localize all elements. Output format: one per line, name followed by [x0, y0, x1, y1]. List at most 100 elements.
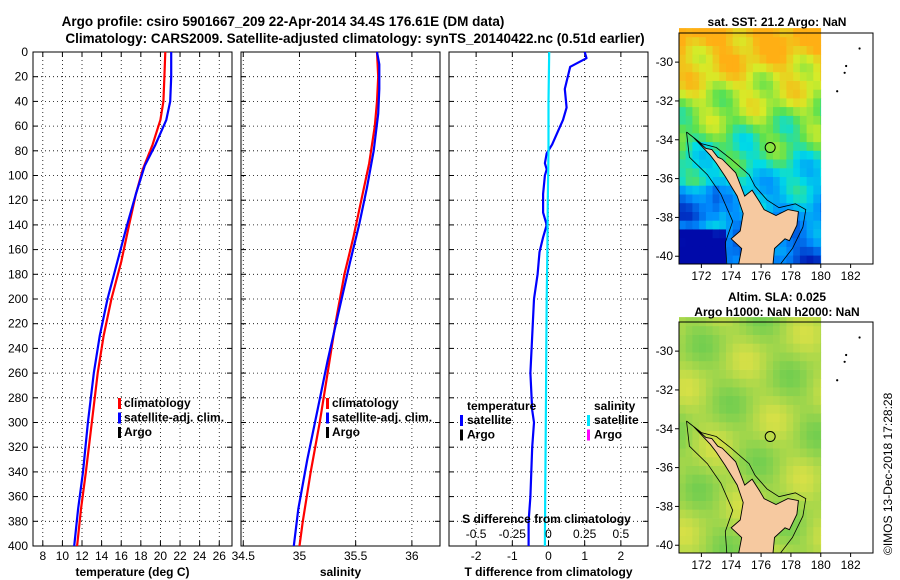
map-field-cell: [719, 378, 727, 388]
map-field-cell: [813, 456, 821, 466]
map-field-cell: [705, 500, 713, 510]
map-field-cell: [705, 387, 713, 397]
map-field-cell: [799, 369, 807, 379]
map-field-cell: [705, 544, 713, 554]
map-field-cell: [779, 36, 787, 46]
map-field-cell: [685, 80, 693, 90]
map-field-cell: [746, 343, 754, 353]
map-field-cell: [705, 54, 713, 64]
map-field-cell: [685, 369, 693, 379]
map-field-cell: [726, 369, 734, 379]
map-field-cell: [692, 246, 700, 256]
map-field-cell: [719, 36, 727, 46]
map-field-cell: [692, 63, 700, 73]
map-field-cell: [699, 255, 707, 265]
map-field-cell: [813, 194, 821, 204]
map-field-cell: [813, 544, 821, 554]
map-field-cell: [766, 98, 774, 108]
map-field-cell: [732, 45, 740, 55]
depth-tick-label: 280: [8, 391, 28, 405]
map-field-cell: [752, 334, 760, 344]
sst-map-panel: 172 174 176 178 180 182 -30 -32 -34 -36 -38 -40: [656, 28, 874, 283]
map-field-cell: [759, 36, 767, 46]
map-field-cell: [820, 176, 822, 186]
map-field-cell: [752, 176, 760, 186]
x-tick-label: 36: [405, 549, 419, 563]
map-field-cell: [705, 474, 713, 484]
map-field-cell: [705, 518, 713, 528]
map-field-cell: [719, 98, 727, 108]
map-field-cell: [699, 518, 707, 528]
x-tick-label: 16: [115, 549, 129, 563]
map-field-cell: [739, 387, 747, 397]
map-field-cell: [786, 387, 794, 397]
map-field-cell: [705, 124, 713, 134]
map-field-cell: [806, 430, 814, 440]
map-field-cell: [793, 456, 801, 466]
map-field-cell: [786, 430, 794, 440]
map-field-cell: [752, 474, 760, 484]
map-field-cell: [759, 413, 767, 423]
map-field-cell: [679, 98, 687, 108]
map-field-cell: [806, 255, 814, 265]
map-field-cell: [746, 167, 754, 177]
map-field-cell: [793, 395, 801, 405]
map-field-cell: [813, 141, 821, 151]
map-field-cell: [813, 98, 821, 108]
series-line-s-satellite: [543, 51, 551, 547]
map-field-cell: [779, 133, 787, 143]
map-field-cell: [699, 369, 707, 379]
map-field-cell: [726, 352, 734, 362]
map-field-cell: [773, 255, 781, 265]
map-field-cell: [712, 334, 720, 344]
map-field-cell: [726, 220, 734, 230]
map-field-cell: [692, 422, 700, 432]
map-field-cell: [793, 150, 801, 160]
map-field-cell: [820, 456, 822, 466]
map-field-cell: [806, 544, 814, 554]
map-field-cell: [705, 526, 713, 536]
depth-tick-label: 240: [8, 341, 28, 355]
map-field-cell: [766, 334, 774, 344]
map-field-cell: [820, 255, 822, 265]
map-field-cell: [685, 211, 693, 221]
map-field-cell: [806, 360, 814, 370]
map-field-cell: [793, 159, 801, 169]
map-field-cell: [679, 202, 687, 212]
map-field-cell: [746, 439, 754, 449]
map-field-cell: [806, 483, 814, 493]
map-field-cell: [705, 133, 713, 143]
map-field-cell: [773, 413, 781, 423]
map-field-cell: [699, 36, 707, 46]
map-field-cell: [732, 352, 740, 362]
map-field-cell: [752, 124, 760, 134]
map-field-cell: [766, 54, 774, 64]
map-field-cell: [739, 89, 747, 99]
map-field-cell: [813, 448, 821, 458]
map-field-cell: [799, 535, 807, 545]
map-field-cell: [719, 544, 727, 554]
map-field-cell: [786, 159, 794, 169]
map-field-cell: [759, 483, 767, 493]
map-field-cell: [799, 36, 807, 46]
map-field-cell: [746, 378, 754, 388]
map-field-cell: [739, 45, 747, 55]
lat-tick-label: -32: [656, 94, 674, 108]
map-field-cell: [719, 115, 727, 125]
map-field-cell: [726, 343, 734, 353]
map-field-cell: [719, 404, 727, 414]
map-field-cell: [759, 185, 767, 195]
map-field-cell: [806, 465, 814, 475]
map-field-cell: [705, 36, 713, 46]
map-field-cell: [739, 98, 747, 108]
map-field-cell: [732, 343, 740, 353]
depth-tick-label: 340: [8, 465, 28, 479]
map-field-cell: [719, 255, 727, 265]
map-field-cell: [773, 465, 781, 475]
map-field-cell: [813, 229, 821, 239]
map-field-cell: [759, 115, 767, 125]
map-field-cell: [759, 360, 767, 370]
map-field-cell: [773, 378, 781, 388]
map-field-cell: [692, 45, 700, 55]
map-field-cell: [779, 185, 787, 195]
